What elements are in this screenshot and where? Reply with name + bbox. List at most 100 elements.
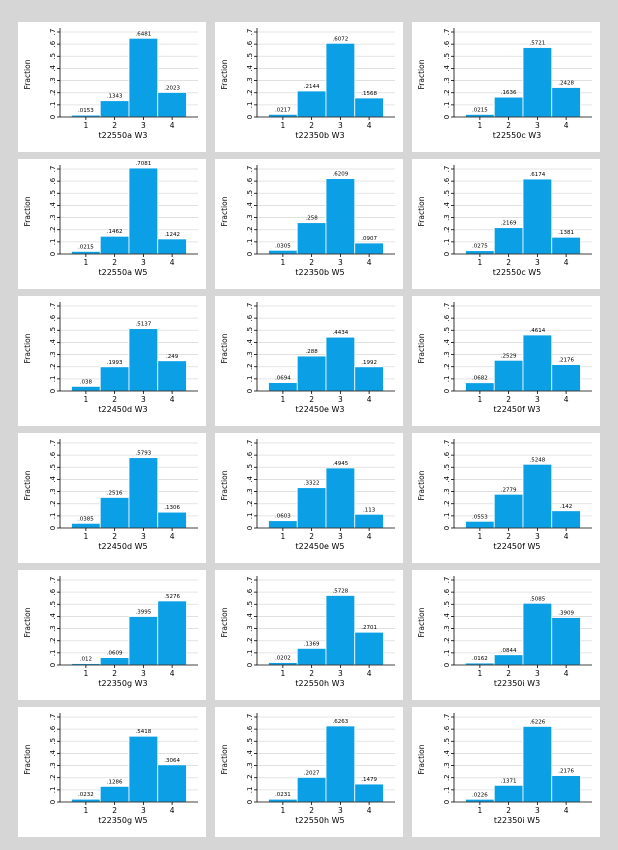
x-tick-label: 2: [112, 258, 117, 267]
y-tick-label: .4: [49, 65, 57, 72]
bar-value-label: .6263: [333, 719, 349, 725]
bar-value-label: .3995: [136, 609, 152, 615]
y-tick-label: 0: [49, 800, 57, 804]
panel-background: [215, 707, 403, 837]
bar: [268, 382, 298, 392]
bar-value-label: .5248: [530, 457, 546, 463]
y-axis-title: Fraction: [23, 333, 32, 363]
bar: [493, 96, 524, 118]
y-tick-label: .2: [443, 637, 451, 644]
y-tick-label: .4: [246, 613, 254, 620]
y-tick-label: .1: [246, 650, 254, 657]
histogram-panel: .0202 .1369 .5728 .2701 0 .1 .2 .3 .4 .5 .6 .7 1 2 3 4 F…: [215, 570, 403, 700]
bar-value-label: .0202: [275, 656, 291, 662]
x-tick-label: 4: [564, 532, 569, 541]
bar-value-label: .2529: [501, 353, 517, 359]
bar: [551, 87, 581, 118]
y-tick-label: .4: [443, 65, 451, 72]
y-tick-label: .1: [443, 102, 451, 109]
x-tick-label: 1: [83, 669, 88, 678]
bar-value-label: .0603: [275, 514, 291, 520]
y-tick-label: .5: [49, 738, 57, 745]
x-tick-label: 3: [141, 258, 146, 267]
y-tick-label: .4: [443, 750, 451, 757]
y-tick-label: .2: [443, 774, 451, 781]
x-axis-title: t22450e W3: [295, 405, 344, 414]
bar: [128, 735, 159, 803]
x-tick-label: 4: [564, 121, 569, 130]
bar-value-label: .0305: [275, 243, 291, 249]
y-tick-label: .5: [246, 327, 254, 334]
y-axis-title: Fraction: [417, 607, 426, 637]
bar-value-label: .0215: [472, 107, 488, 113]
y-tick-label: .1: [49, 376, 57, 383]
y-tick-label: .5: [246, 738, 254, 745]
bar: [99, 657, 130, 666]
y-tick-label: .4: [246, 750, 254, 757]
y-tick-label: .1: [443, 239, 451, 246]
y-axis-title: Fraction: [220, 744, 229, 774]
x-axis-title: t22450f W3: [494, 405, 541, 414]
panel-background: [18, 22, 206, 152]
bar-value-label: .2176: [558, 769, 574, 775]
bar: [296, 355, 327, 392]
bar-value-label: .288: [306, 349, 319, 355]
bar-value-label: .012: [80, 657, 92, 663]
bar-value-label: .1462: [107, 229, 123, 235]
bar-value-label: .1992: [361, 360, 377, 366]
bar-value-label: .0907: [361, 236, 377, 242]
bar-value-label: .038: [80, 379, 93, 385]
y-tick-label: 0: [49, 252, 57, 256]
x-axis-title: t22350i W5: [494, 816, 540, 825]
bar-value-label: .3909: [558, 611, 574, 617]
y-tick-label: .7: [443, 166, 451, 173]
y-tick-label: .4: [49, 202, 57, 209]
y-tick-label: .4: [443, 202, 451, 209]
y-tick-label: .3: [443, 214, 451, 221]
x-tick-label: 3: [535, 395, 540, 404]
bar-value-label: .5728: [333, 588, 349, 594]
y-tick-label: .7: [49, 303, 57, 310]
y-axis-title: Fraction: [220, 470, 229, 500]
bar: [99, 235, 130, 255]
bar: [99, 497, 130, 529]
y-tick-label: .2: [49, 89, 57, 96]
x-tick-label: 3: [338, 258, 343, 267]
y-axis-title: Fraction: [220, 196, 229, 226]
y-tick-label: .3: [49, 488, 57, 495]
y-tick-label: .6: [443, 177, 451, 184]
bar: [465, 798, 495, 803]
x-tick-label: 4: [564, 806, 569, 815]
x-tick-label: 2: [112, 806, 117, 815]
y-tick-label: .2: [49, 500, 57, 507]
bar: [493, 493, 524, 529]
y-tick-label: .2: [246, 226, 254, 233]
y-tick-label: .5: [49, 190, 57, 197]
x-axis-title: t22550h W3: [295, 679, 344, 688]
bar-value-label: .1381: [558, 230, 574, 236]
bar: [354, 783, 384, 803]
histogram-panel: .0385 .2516 .5793 .1306 0 .1 .2 .3 .4 .5 .6 .7 1 2 3 4 F…: [18, 433, 206, 563]
x-tick-label: 1: [280, 121, 285, 130]
y-tick-label: .3: [49, 625, 57, 632]
y-tick-label: 0: [246, 663, 254, 667]
y-tick-label: .1: [443, 787, 451, 794]
x-tick-label: 3: [141, 395, 146, 404]
y-tick-label: 0: [49, 663, 57, 667]
x-tick-label: 2: [506, 806, 511, 815]
bar-value-label: .0609: [107, 651, 123, 657]
x-axis-title: t22450d W5: [98, 542, 147, 551]
bar-value-label: .0844: [501, 648, 517, 654]
y-tick-label: .6: [49, 588, 57, 595]
panel-background: [18, 159, 206, 289]
x-tick-label: 1: [477, 806, 482, 815]
y-tick-label: .7: [443, 577, 451, 584]
y-tick-label: 0: [246, 800, 254, 804]
bar: [522, 463, 553, 529]
bar: [71, 385, 101, 392]
bar: [354, 242, 384, 255]
y-tick-label: .1: [49, 650, 57, 657]
y-axis-title: Fraction: [23, 196, 32, 226]
y-tick-label: .5: [246, 190, 254, 197]
bar-value-label: .1306: [164, 505, 180, 511]
